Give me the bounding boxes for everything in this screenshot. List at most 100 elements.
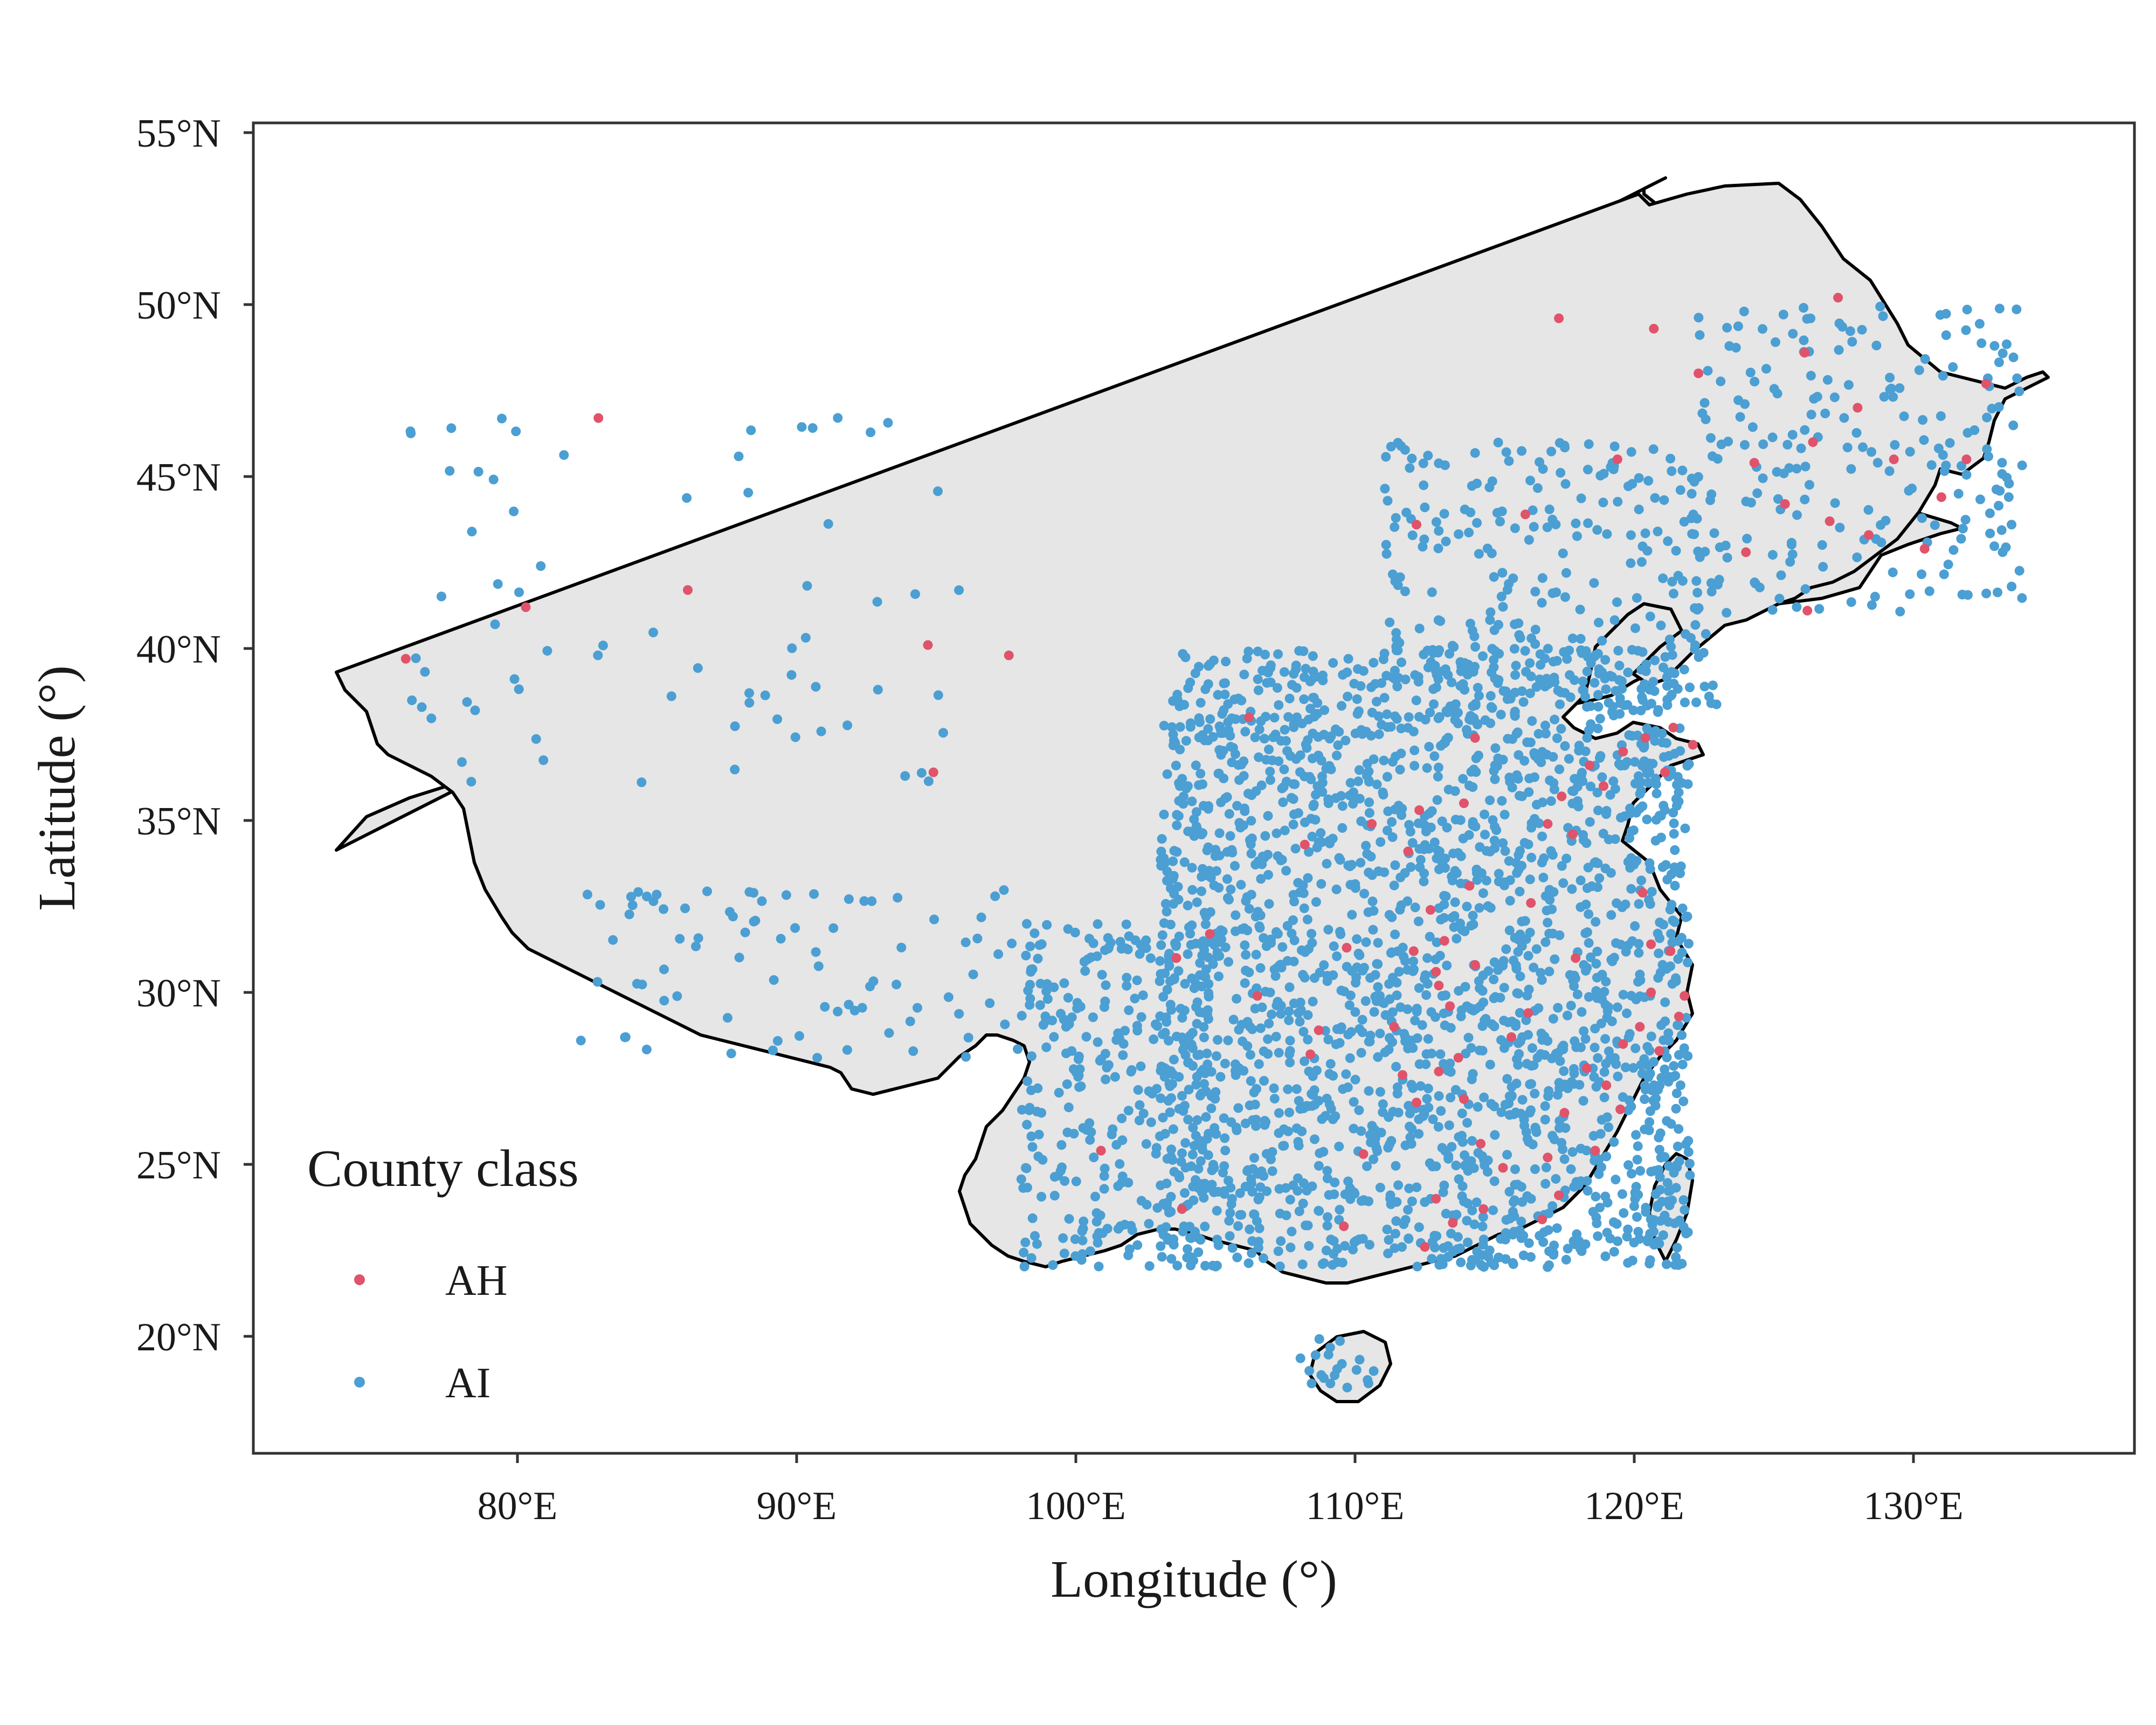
ai-point bbox=[1350, 1074, 1360, 1085]
ai-point bbox=[1383, 1248, 1393, 1259]
ah-point bbox=[1342, 943, 1352, 953]
ai-point bbox=[1284, 1006, 1294, 1017]
ai-point bbox=[1049, 1032, 1059, 1042]
ai-point bbox=[1489, 1101, 1499, 1112]
ai-point bbox=[816, 726, 826, 736]
ai-point bbox=[1228, 743, 1238, 753]
ai-point bbox=[1091, 1208, 1102, 1218]
ai-point bbox=[1166, 883, 1176, 893]
ai-point bbox=[1945, 438, 1955, 448]
ai-point bbox=[1406, 1036, 1416, 1046]
ai-point bbox=[1698, 647, 1709, 658]
ai-point bbox=[1758, 473, 1768, 484]
ai-point bbox=[1591, 958, 1601, 969]
x-tick-label: 80°E bbox=[478, 1484, 558, 1528]
ai-point bbox=[1000, 1019, 1010, 1030]
ai-point bbox=[1225, 1231, 1235, 1241]
ai-point bbox=[1467, 1074, 1477, 1085]
ai-point bbox=[1035, 1000, 1045, 1010]
ai-point bbox=[1457, 924, 1467, 935]
ai-point bbox=[1917, 569, 1926, 579]
ai-point bbox=[1253, 646, 1263, 657]
ai-point bbox=[1364, 808, 1374, 818]
ai-point bbox=[2014, 565, 2024, 576]
ai-point bbox=[1876, 537, 1887, 548]
ai-point bbox=[1187, 885, 1198, 895]
ai-point bbox=[1543, 1091, 1553, 1101]
ai-point bbox=[1162, 769, 1172, 779]
ai-point bbox=[1414, 1059, 1425, 1069]
ai-point bbox=[1273, 649, 1283, 659]
ai-point bbox=[1498, 956, 1509, 966]
ai-point bbox=[1042, 920, 1052, 930]
ai-point bbox=[1120, 1026, 1130, 1036]
ai-point bbox=[1663, 1028, 1674, 1038]
ai-point bbox=[1487, 644, 1497, 654]
ai-point bbox=[1355, 1355, 1365, 1365]
ai-point bbox=[1524, 774, 1535, 784]
ai-point bbox=[1640, 1094, 1650, 1105]
y-tick-label: 50°N bbox=[136, 284, 221, 328]
ai-point bbox=[1219, 1189, 1229, 1199]
ai-point bbox=[1407, 453, 1417, 464]
ai-point bbox=[1178, 1045, 1188, 1055]
ai-point bbox=[1724, 341, 1735, 351]
ai-point bbox=[1563, 1244, 1573, 1254]
ai-point bbox=[1264, 744, 1274, 755]
ai-point bbox=[1472, 875, 1482, 885]
ai-point bbox=[1792, 602, 1802, 612]
ai-point bbox=[1930, 520, 1940, 530]
ai-point bbox=[1678, 1222, 1689, 1232]
ai-point bbox=[900, 771, 910, 781]
ai-point bbox=[2003, 492, 2014, 502]
ai-point bbox=[1567, 633, 1578, 644]
ai-point bbox=[1644, 1117, 1655, 1127]
ai-point bbox=[1168, 874, 1178, 884]
ai-point bbox=[2012, 304, 2022, 314]
ai-point bbox=[1818, 562, 1828, 572]
ai-point bbox=[1308, 666, 1318, 677]
ai-point bbox=[1227, 847, 1238, 858]
ai-point bbox=[1412, 1261, 1422, 1272]
ai-point bbox=[1151, 1019, 1160, 1030]
ai-point bbox=[1409, 761, 1420, 771]
ai-point bbox=[659, 964, 669, 975]
ai-point bbox=[1302, 743, 1312, 753]
ai-point bbox=[1295, 750, 1305, 760]
ai-point bbox=[1186, 1039, 1197, 1050]
ai-point bbox=[1225, 1208, 1235, 1218]
ai-point bbox=[1500, 846, 1510, 856]
ai-point bbox=[1592, 788, 1602, 798]
ai-point bbox=[1517, 446, 1527, 456]
ai-point bbox=[1323, 794, 1333, 804]
ai-point bbox=[1274, 1184, 1284, 1194]
ai-point bbox=[1846, 464, 1856, 474]
ai-point bbox=[1564, 754, 1574, 764]
ai-point bbox=[1509, 644, 1519, 654]
ai-point bbox=[1173, 966, 1184, 976]
ai-point bbox=[1269, 1094, 1280, 1104]
ai-point bbox=[1226, 884, 1236, 894]
ai-point bbox=[807, 423, 818, 433]
ai-point bbox=[1201, 964, 1211, 975]
ah-point bbox=[1537, 1215, 1547, 1225]
ai-point bbox=[1397, 657, 1406, 667]
ai-point bbox=[1212, 951, 1222, 961]
ai-point bbox=[1570, 774, 1580, 784]
ai-point bbox=[1677, 1030, 1687, 1040]
ai-point bbox=[1571, 518, 1581, 528]
ai-point bbox=[1155, 956, 1165, 966]
ai-point bbox=[1520, 646, 1530, 656]
ah-point bbox=[1439, 936, 1449, 946]
ai-point bbox=[1601, 1151, 1612, 1162]
ai-point bbox=[1627, 826, 1637, 836]
ai-point bbox=[1393, 645, 1403, 656]
ai-point bbox=[1227, 1243, 1238, 1253]
ai-point bbox=[1362, 1161, 1372, 1171]
ai-point bbox=[1747, 422, 1758, 432]
ai-point bbox=[760, 690, 770, 700]
ai-point bbox=[1750, 376, 1760, 387]
ai-point bbox=[1543, 1225, 1553, 1235]
ai-point bbox=[1173, 882, 1183, 892]
ai-point bbox=[1183, 949, 1193, 959]
